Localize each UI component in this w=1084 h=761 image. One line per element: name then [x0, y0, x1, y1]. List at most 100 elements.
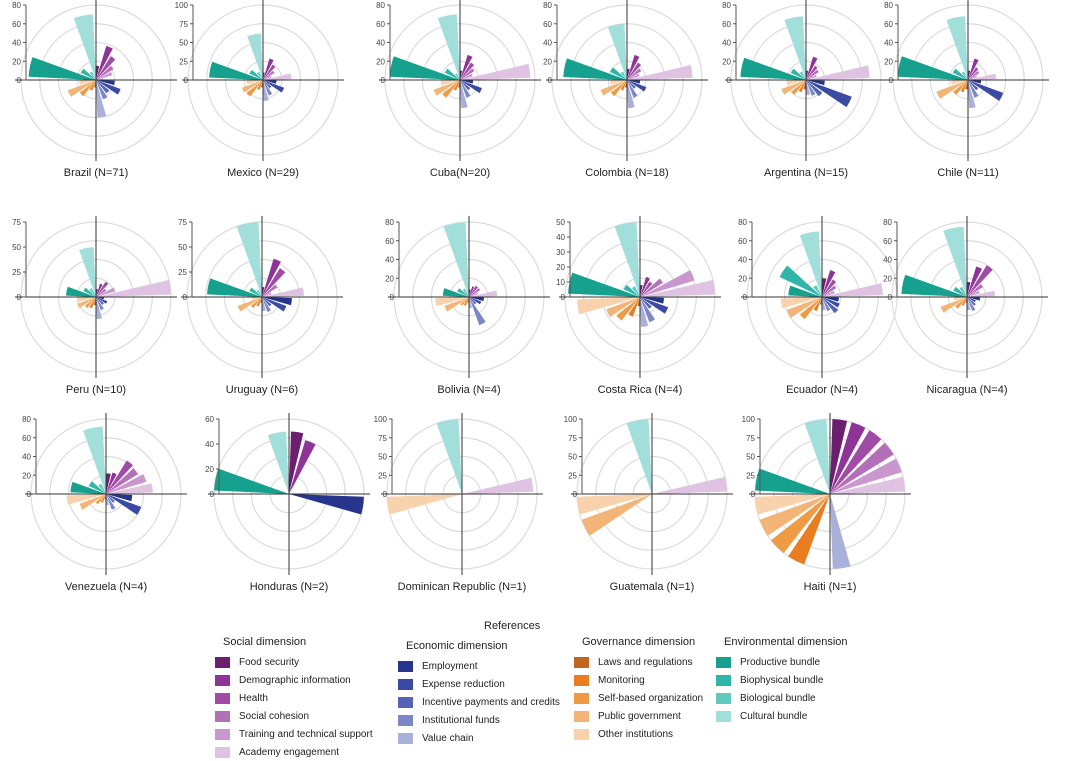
radial-bar [89, 297, 96, 309]
radial-panel: 100 75 50 25 0 Guatemala (N=1) [564, 413, 733, 593]
radial-bar [433, 80, 460, 96]
radial-bar [79, 494, 106, 510]
legend-item: Value chain [398, 729, 560, 747]
radial-bar [442, 288, 469, 297]
y-tick-label: 40 [883, 256, 892, 265]
radial-bar [568, 272, 640, 297]
legend-item: Institutional funds [398, 711, 560, 729]
radial-bar [469, 290, 498, 297]
panel-label: Brazil (N=71) [64, 167, 129, 179]
radial-bar [106, 494, 133, 502]
panel-label: Bolivia (N=4) [437, 384, 500, 396]
radial-bar [799, 71, 806, 80]
radial-bar [289, 431, 304, 494]
radial-bar [106, 474, 147, 494]
radial-bar [627, 68, 642, 80]
legend-label: Monitoring [598, 674, 645, 686]
radial-bar [965, 80, 968, 90]
y-tick-label: 40 [556, 233, 565, 242]
radial-bar [626, 419, 652, 494]
radial-bar [637, 297, 640, 306]
y-tick-label: 75 [568, 434, 577, 443]
radial-bar [256, 71, 263, 80]
radial-bar [640, 281, 653, 297]
radial-bar [469, 297, 477, 305]
radial-bar [256, 297, 262, 307]
radial-bar [106, 483, 153, 494]
radial-bar [577, 297, 640, 315]
radial-bar [968, 80, 979, 91]
legend-item: Biophysical bundle [716, 671, 848, 689]
legend-item: Demographic information [215, 671, 373, 689]
y-tick-label: 0 [727, 76, 732, 85]
y-tick-label: 0 [383, 490, 388, 499]
radial-bar [806, 74, 817, 80]
legend-item: Training and technical support [215, 725, 373, 743]
radial-bar [806, 70, 809, 80]
radial-bar [640, 276, 650, 297]
radial-bar [623, 284, 640, 297]
radial-panel: 80 60 40 20 0 Bolivia (N=4) [385, 216, 550, 396]
radial-bar [463, 297, 469, 306]
radial-bar [759, 494, 830, 536]
radial-bar [96, 297, 104, 311]
y-tick-label: 50 [178, 243, 187, 252]
radial-bar [620, 80, 627, 91]
legend-item: Biological bundle [716, 689, 848, 707]
radial-bar [780, 297, 822, 309]
legend-governance: Governance dimension Laws and regulation… [574, 636, 703, 743]
radial-bar [79, 80, 96, 97]
radial-bar [289, 440, 316, 494]
y-tick-label: 40 [12, 39, 21, 48]
legend-swatch [716, 692, 731, 704]
panel-label: Dominican Republic (N=1) [398, 581, 527, 593]
legend-swatch [574, 692, 589, 704]
radial-bar [460, 297, 469, 306]
radial-bar [640, 297, 655, 323]
y-tick-label: 60 [738, 237, 747, 246]
radial-bar [263, 80, 285, 93]
y-tick-label: 60 [722, 20, 731, 29]
panel-label: Mexico (N=29) [227, 167, 299, 179]
legend-swatch [398, 660, 413, 672]
radial-bar [289, 494, 364, 515]
panel-label: Colombia (N=18) [585, 167, 668, 179]
radial-bar [830, 494, 851, 569]
panel-label: Ecuador (N=4) [786, 384, 858, 396]
legend-label: Social cohesion [239, 710, 310, 722]
y-tick-label: 100 [374, 415, 388, 424]
radial-bar [822, 297, 840, 308]
radial-bar [106, 460, 133, 494]
radial-bar [960, 80, 968, 93]
radial-bar [256, 289, 262, 297]
radial-bar [435, 297, 469, 307]
radial-bar [640, 278, 663, 297]
y-tick-label: 0 [888, 293, 893, 302]
legend-swatch [574, 710, 589, 722]
radial-bar [901, 274, 967, 297]
radial-bar [387, 494, 462, 515]
radial-bar [443, 222, 469, 297]
radial-bar [469, 285, 478, 297]
radial-panel: 75 50 25 0 Peru (N=10) [12, 216, 177, 396]
radial-bar [953, 286, 967, 297]
radial-bar [249, 287, 262, 297]
legend-label: Self-based organization [598, 692, 704, 704]
legend-economic: Economic dimension Employment Expense re… [398, 640, 560, 747]
radial-bar [804, 419, 830, 494]
radial-bar [640, 297, 649, 327]
radial-bar [577, 494, 652, 515]
radial-bar [96, 297, 108, 304]
radial-bar [952, 68, 968, 80]
y-tick-label: 0 [17, 293, 22, 302]
legend-item: Public government [574, 707, 703, 725]
radial-bar [968, 80, 1004, 101]
radial-bar [262, 297, 271, 312]
y-tick-label: 20 [12, 57, 21, 66]
y-tick-label: 20 [543, 57, 552, 66]
radial-bar [79, 80, 96, 85]
radial-bar [640, 297, 669, 314]
y-tick-label: 40 [738, 256, 747, 265]
radial-bar [389, 56, 460, 80]
legend-item: Food security [215, 653, 373, 671]
